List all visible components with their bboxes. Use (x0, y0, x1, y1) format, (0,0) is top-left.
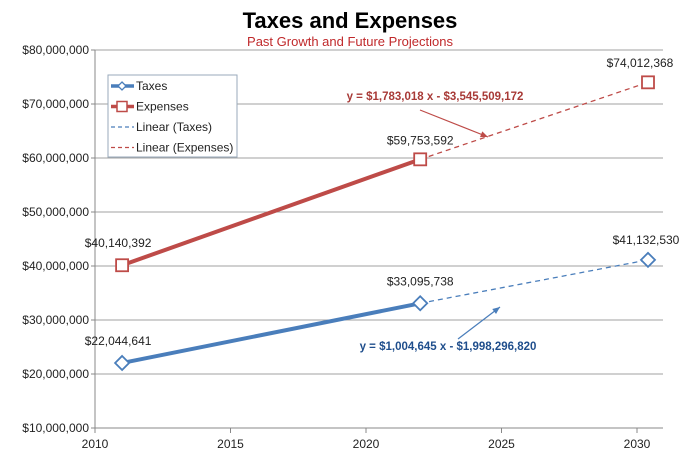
legend-label: Linear (Expenses) (136, 141, 233, 155)
arrow (419, 109, 489, 138)
y-tick-label: $10,000,000 (22, 421, 89, 435)
projection-marker (639, 251, 657, 269)
projection-marker (641, 75, 655, 90)
projection-label: $74,012,368 (607, 56, 674, 70)
data-point (113, 354, 131, 372)
arrowhead (480, 131, 488, 138)
projection-label: $41,132,530 (613, 233, 680, 247)
data-point (413, 152, 428, 167)
y-tick-label: $20,000,000 (22, 367, 89, 381)
y-tick-label: $50,000,000 (22, 205, 89, 219)
chart-subtitle: Past Growth and Future Projections (247, 34, 453, 49)
arrow (457, 306, 501, 340)
legend-label: Linear (Taxes) (136, 120, 212, 134)
data-point (411, 295, 429, 312)
series-line-expenses (121, 157, 421, 268)
x-tick-label: 2020 (353, 437, 380, 451)
data-label: $33,095,738 (387, 274, 454, 288)
x-tick-label: 2010 (82, 437, 109, 451)
y-tick-label: $40,000,000 (22, 259, 89, 273)
data-label: $59,753,592 (387, 133, 454, 147)
legend-marker (116, 100, 128, 113)
x-tick-label: 2025 (488, 437, 515, 451)
legend-marker (117, 81, 127, 91)
y-tick-label: $80,000,000 (22, 43, 89, 57)
trendline-expenses (419, 81, 649, 160)
y-tick-label: $70,000,000 (22, 97, 89, 111)
chart-title: Taxes and Expenses (243, 8, 458, 33)
x-tick-label: 2015 (217, 437, 244, 451)
y-tick-label: $60,000,000 (22, 151, 89, 165)
equation-label: y = $1,783,018 x - $3,545,509,172 (347, 91, 524, 103)
series-line-taxes (121, 301, 421, 365)
trendline-taxes (420, 259, 649, 304)
arrowhead (492, 307, 500, 314)
data-label: $22,044,641 (85, 334, 152, 348)
data-label: $40,140,392 (85, 236, 152, 250)
legend: Taxes Expenses Linear (Taxes) Linear (Expen… (107, 74, 238, 158)
legend-label: Expenses (136, 100, 189, 114)
legend-box (107, 74, 238, 158)
equation-label: y = $1,004,645 x - $1,998,296,820 (360, 341, 537, 353)
x-tick-label: 2030 (624, 437, 651, 451)
legend-label: Taxes (136, 79, 167, 93)
data-point (115, 258, 129, 273)
y-tick-label: $30,000,000 (22, 313, 89, 327)
